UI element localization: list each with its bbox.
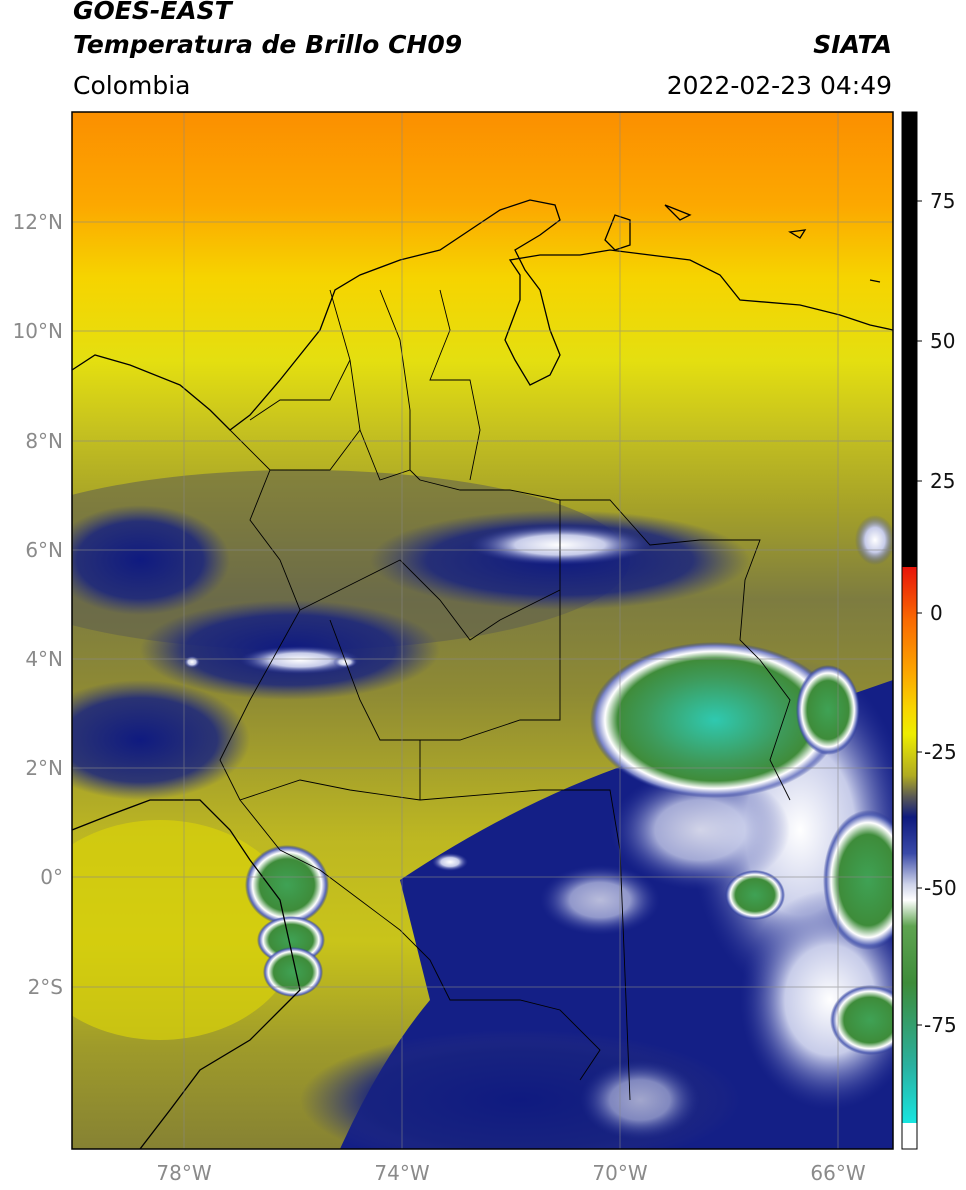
colorbar-label-0: 0 [930, 601, 943, 625]
title-line1: GOES-EAST [73, 0, 232, 25]
title-line2: Temperatura de Brillo CH09 [73, 30, 463, 59]
datetime-label: 2022-02-23 04:49 [666, 71, 892, 100]
colorbar-label-minus25: -25 [924, 740, 957, 764]
colorbar-label-minus50: -50 [924, 876, 957, 900]
lat-label-0: 0° [40, 865, 63, 889]
colorbar-label-25: 25 [930, 469, 955, 493]
region-label: Colombia [73, 71, 191, 100]
lat-label-6n: 6°N [25, 538, 63, 562]
graticule [72, 112, 893, 1149]
coastlines [72, 199, 893, 1149]
colorbar-label-50: 50 [930, 329, 955, 353]
lon-label-66w: 66°W [810, 1161, 865, 1185]
admin-borders [219, 289, 791, 1101]
lat-label-8n: 8°N [25, 429, 63, 453]
lat-label-2n: 2°N [25, 756, 63, 780]
map-frame [71, 111, 894, 1150]
lat-label-10n: 10°N [13, 319, 63, 343]
lat-label-2s: 2°S [28, 975, 63, 999]
lon-label-78w: 78°W [156, 1161, 211, 1185]
lat-label-12n: 12°N [13, 210, 63, 234]
brand-label: SIATA [813, 30, 892, 59]
colorbar-label-minus75: -75 [924, 1013, 957, 1037]
lon-label-70w: 70°W [592, 1161, 647, 1185]
colorbar-ticks [917, 200, 922, 1026]
colorbar [901, 111, 918, 1150]
colorbar-label-75: 75 [930, 189, 955, 213]
satellite-image [72, 112, 893, 1149]
lat-label-4n: 4°N [25, 647, 63, 671]
lon-label-74w: 74°W [374, 1161, 429, 1185]
